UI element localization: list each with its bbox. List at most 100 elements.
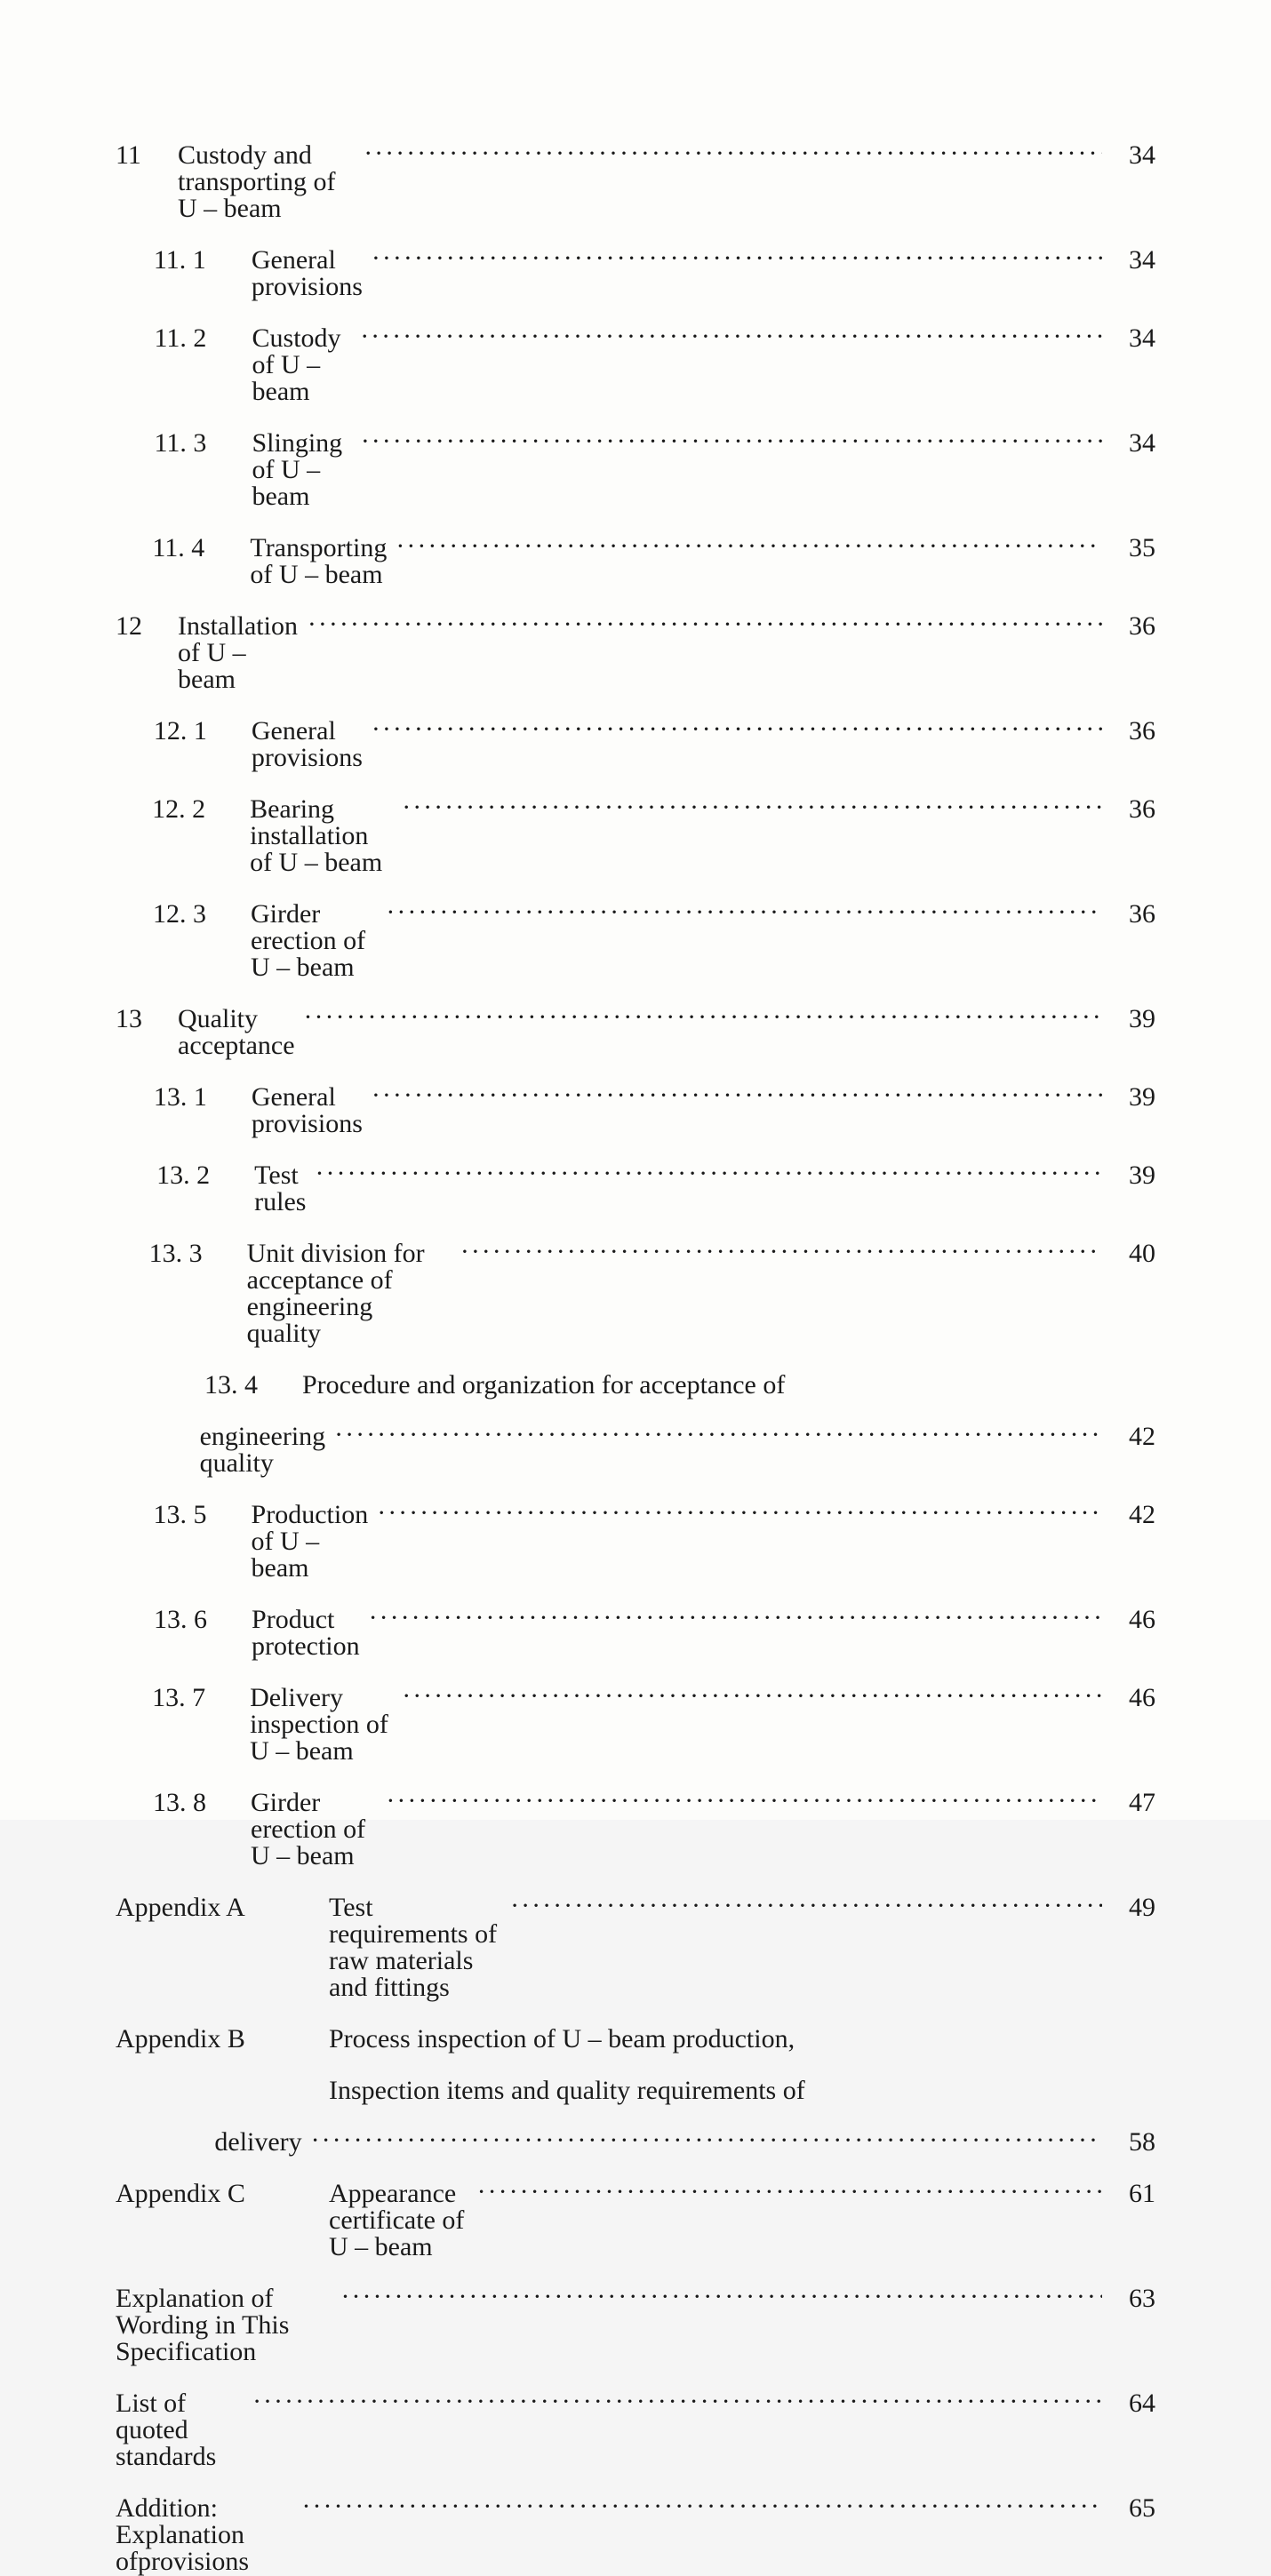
section-number: 13. 8: [153, 1790, 251, 1816]
leader-dots: [377, 1500, 1102, 1527]
section-number: 11. 4: [152, 535, 250, 562]
section-title: Product protection: [252, 1607, 360, 1660]
leader-dots: [372, 716, 1102, 743]
toc-section-row: 13. 8Girder erection of U – beam47: [116, 1790, 1155, 1870]
section-number: 13. 1: [154, 1084, 252, 1111]
entry-title: Explanation of Wording in This Specifica…: [116, 2285, 332, 2365]
appendix-label: Appendix C: [116, 2181, 329, 2207]
leader-dots: [396, 533, 1102, 560]
chapter-number: 12: [116, 613, 178, 640]
toc-plain-row: Addition: Explanation ofprovisions 65: [116, 2495, 1155, 2575]
leader-dots: [304, 1004, 1102, 1031]
appendix-title: Appearance certificate of U – beam: [329, 2181, 468, 2261]
leader-dots: [308, 611, 1102, 638]
leader-dots: [369, 1605, 1102, 1631]
page-number: 36: [1111, 718, 1155, 745]
section-title: Production of U – beam: [252, 1502, 369, 1582]
toc-section-row: 13. 1General provisions39: [116, 1084, 1155, 1137]
chapter-title: Quality acceptance: [178, 1006, 295, 1059]
table-of-contents: 11Custody and transporting of U – beam34…: [116, 142, 1155, 2575]
appendix-label: Appendix B: [116, 2026, 329, 2053]
entry-title: Addition: Explanation ofprovisions: [116, 2495, 292, 2575]
chapter-number: 11: [116, 142, 178, 169]
section-number: 13. 3: [149, 1240, 247, 1267]
toc-section-row: 12. 2Bearing installation of U – beam 36: [116, 796, 1155, 876]
page-number: 64: [1111, 2390, 1155, 2417]
leader-dots: [372, 1082, 1102, 1109]
toc-section-row-continued: engineering quality 42: [116, 1424, 1155, 1477]
section-number: 13. 4: [204, 1372, 302, 1399]
section-title: General provisions: [252, 1084, 363, 1137]
page-number: 49: [1111, 1894, 1155, 1921]
section-number: 13. 5: [154, 1502, 252, 1528]
page-number: 42: [1111, 1424, 1155, 1450]
leader-dots: [510, 1893, 1102, 1919]
toc-section-row: 11. 1General provisions 34: [116, 247, 1155, 300]
appendix-title: Process inspection of U – beam productio…: [329, 2026, 795, 2053]
appendix-title-continued: delivery: [214, 2129, 301, 2156]
leader-dots: [460, 1239, 1102, 1265]
toc-chapter-row: 12Installation of U – beam 36: [116, 613, 1155, 693]
leader-dots: [402, 1683, 1102, 1710]
entry-title: List of quoted standards: [116, 2390, 244, 2470]
section-number: 11. 3: [154, 430, 252, 457]
page-number: 36: [1111, 901, 1155, 928]
toc-appendix-row: Appendix ATest requirements of raw mater…: [116, 1894, 1155, 2001]
page-number: 58: [1111, 2129, 1155, 2156]
toc-section-row: 13. 7Delivery inspection of U – beam46: [116, 1685, 1155, 1765]
toc-chapter-row: 11Custody and transporting of U – beam34: [116, 142, 1155, 222]
page-number: 63: [1111, 2285, 1155, 2312]
leader-dots: [315, 1160, 1102, 1187]
page-number: 39: [1111, 1162, 1155, 1189]
section-title: Delivery inspection of U – beam: [250, 1685, 393, 1765]
leader-dots: [386, 899, 1102, 926]
section-title: Bearing installation of U – beam: [250, 796, 393, 876]
chapter-title: Custody and transporting of U – beam: [178, 142, 355, 222]
chapter-number: 13: [116, 1006, 178, 1033]
section-title: Test rules: [254, 1162, 306, 1216]
page-number: 46: [1111, 1607, 1155, 1633]
toc-appendix-row-continued: Inspection items and quality requirement…: [116, 2078, 1155, 2104]
page-number: 42: [1111, 1502, 1155, 1528]
page-number: 34: [1111, 430, 1155, 457]
section-title: General provisions: [252, 718, 363, 771]
page-number: 65: [1111, 2495, 1155, 2522]
page-number: 40: [1111, 1240, 1155, 1267]
toc-section-row: 13. 5Production of U – beam 42: [116, 1502, 1155, 1582]
page-number: 36: [1111, 613, 1155, 640]
page-number: 34: [1111, 325, 1155, 352]
appendix-title: Test requirements of raw materials and f…: [329, 1894, 501, 2001]
leader-dots: [477, 2179, 1102, 2205]
section-title: Girder erection of U – beam: [251, 901, 377, 981]
leader-dots: [360, 323, 1102, 350]
page-number: 39: [1111, 1006, 1155, 1033]
leader-dots: [334, 1422, 1102, 1448]
section-number: 11. 2: [155, 325, 252, 352]
section-number: 12. 2: [152, 796, 250, 823]
section-title: Procedure and organization for acceptanc…: [302, 1372, 785, 1399]
leader-dots: [364, 140, 1102, 167]
section-number: 13. 7: [152, 1685, 250, 1711]
toc-section-row: 12. 3Girder erection of U – beam 36: [116, 901, 1155, 981]
leader-dots: [361, 428, 1102, 455]
toc-appendix-row-continued: delivery 58: [116, 2129, 1155, 2156]
toc-plain-row: List of quoted standards 64: [116, 2390, 1155, 2470]
page: 11Custody and transporting of U – beam34…: [0, 0, 1271, 1820]
section-title: Transporting of U – beam: [250, 535, 387, 588]
leader-dots: [311, 2127, 1102, 2154]
section-number: 12. 3: [153, 901, 251, 928]
section-number: 11. 1: [154, 247, 252, 274]
page-number: 47: [1111, 1790, 1155, 1816]
toc-section-row: 13. 6Product protection 46: [116, 1607, 1155, 1660]
section-number: 13. 6: [154, 1607, 252, 1633]
leader-dots: [372, 245, 1102, 272]
section-title-continued: engineering quality: [200, 1424, 326, 1477]
leader-dots: [301, 2493, 1102, 2520]
page-number: 34: [1111, 247, 1155, 274]
toc-chapter-row: 13Quality acceptance 39: [116, 1006, 1155, 1059]
page-number: 36: [1111, 796, 1155, 823]
leader-dots: [252, 2389, 1102, 2415]
leader-dots: [341, 2284, 1102, 2310]
chapter-title: Installation of U – beam: [178, 613, 299, 693]
section-title: General provisions: [252, 247, 363, 300]
